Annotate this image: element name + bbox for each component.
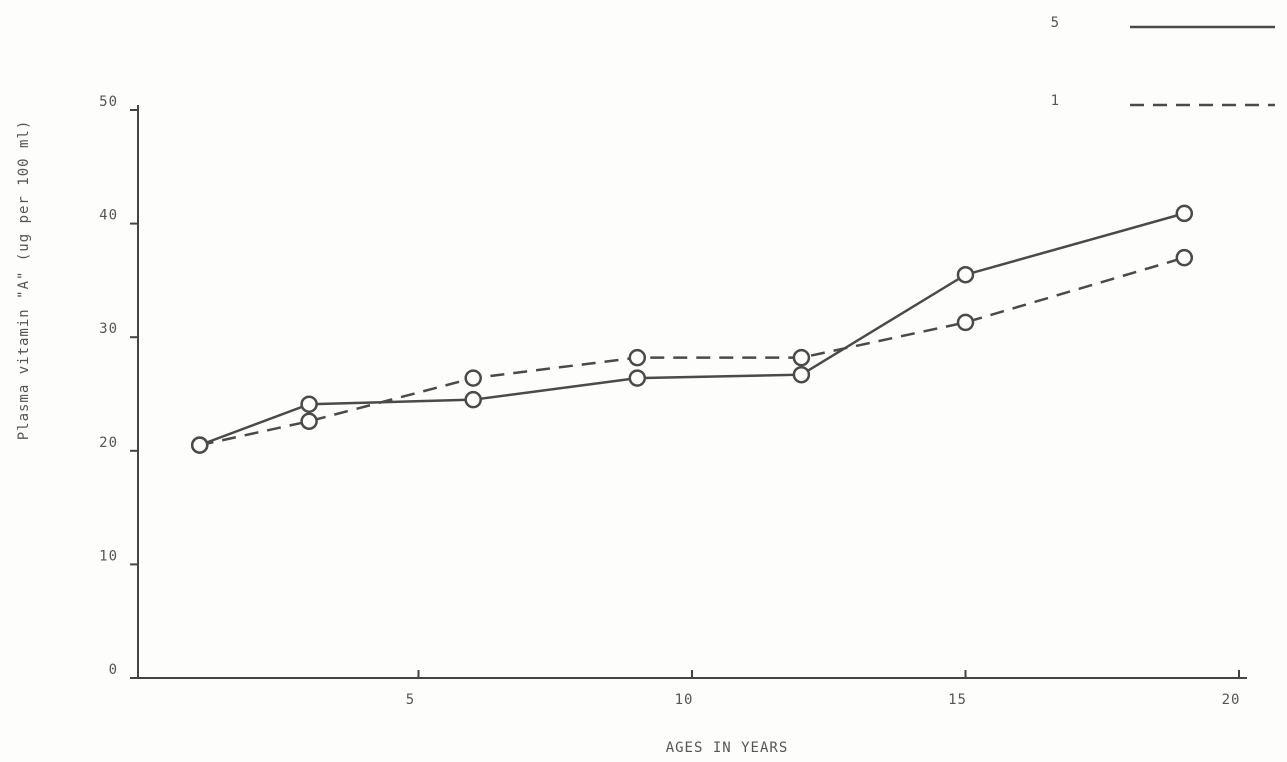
point	[1175, 248, 1194, 267]
y-tick-label: 0	[109, 662, 118, 678]
point	[190, 436, 209, 454]
point	[628, 369, 647, 387]
point	[956, 265, 975, 284]
point	[300, 395, 318, 413]
point	[628, 348, 647, 367]
point	[300, 412, 318, 431]
y-tick-label: 30	[99, 321, 118, 337]
y-tick-label: 10	[99, 548, 118, 564]
y-tick-label: 50	[99, 94, 118, 110]
point	[956, 313, 975, 332]
y-axis-label: Plasma vitamin "A" (ug per 100 ml)	[16, 120, 32, 441]
x-tick-label: 5	[406, 692, 415, 708]
y-tick-label: 40	[99, 208, 118, 224]
point	[1175, 204, 1194, 223]
point	[464, 369, 482, 387]
x-tick-label: 20	[1222, 692, 1241, 708]
x-tick-label: 15	[948, 692, 967, 708]
legend-label: 5	[1051, 15, 1060, 31]
point	[792, 365, 811, 384]
legend-label: 1	[1051, 93, 1060, 109]
series-line	[199, 256, 1185, 447]
y-tick-label: 20	[99, 435, 118, 451]
x-axis-label: AGES IN YEARS	[666, 740, 789, 756]
point	[792, 348, 811, 367]
point	[464, 390, 482, 409]
x-tick-label: 10	[675, 692, 694, 708]
